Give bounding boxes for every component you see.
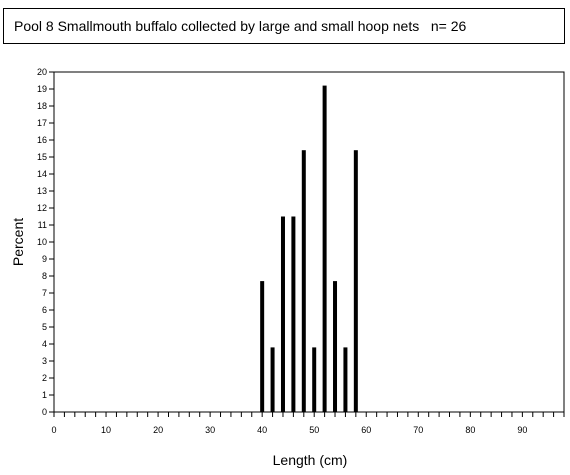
- bars-group: [260, 85, 358, 412]
- y-tick-label: 19: [37, 84, 47, 94]
- y-tick-label: 1: [42, 390, 47, 400]
- x-tick-label: 50: [309, 425, 319, 435]
- y-tick-label: 8: [42, 271, 47, 281]
- y-tick-label: 20: [37, 67, 47, 77]
- bar: [343, 347, 348, 412]
- x-tick-label: 40: [257, 425, 267, 435]
- plot-area: [53, 71, 565, 413]
- y-tick-label: 5: [42, 322, 47, 332]
- chart-title: Pool 8 Smallmouth buffalo collected by l…: [14, 18, 466, 34]
- y-tick-label: 10: [37, 237, 47, 247]
- y-tick-label: 14: [37, 169, 47, 179]
- x-tick-label: 90: [517, 425, 527, 435]
- y-axis-title: Percent: [10, 218, 26, 266]
- x-tick-label: 60: [361, 425, 371, 435]
- y-tick-label: 4: [42, 339, 47, 349]
- y-tick-label: 3: [42, 356, 47, 366]
- x-tick-label: 0: [51, 425, 56, 435]
- y-tick-label: 7: [42, 288, 47, 298]
- x-tick-label: 30: [205, 425, 215, 435]
- x-tick-label: 70: [413, 425, 423, 435]
- x-axis: 0 10 20 30 40 50 60 70 80 90: [51, 412, 565, 435]
- y-tick-label: 16: [37, 135, 47, 145]
- y-tick-label: 12: [37, 203, 47, 213]
- sample-size-label: n= 26: [430, 18, 467, 34]
- y-tick-label: 13: [37, 186, 47, 196]
- bar: [260, 281, 265, 412]
- bar: [322, 85, 327, 412]
- y-tick-label: 6: [42, 305, 47, 315]
- y-tick-label: 11: [38, 220, 47, 230]
- chart-title-box: Pool 8 Smallmouth buffalo collected by l…: [3, 8, 565, 44]
- y-tick-label: 15: [37, 152, 47, 162]
- chart-title-text: Pool 8 Smallmouth buffalo collected by l…: [14, 18, 420, 34]
- y-tick-label: 17: [37, 118, 47, 128]
- x-tick-label: 80: [465, 425, 475, 435]
- bar: [291, 216, 296, 412]
- bar: [270, 347, 275, 412]
- y-tick-label: 18: [37, 101, 47, 111]
- x-axis-title: Length (cm): [273, 452, 348, 468]
- bar: [301, 150, 306, 412]
- x-tick-label: 20: [153, 425, 163, 435]
- bar: [312, 347, 317, 412]
- bar: [333, 281, 338, 412]
- y-tick-label: 2: [42, 373, 47, 383]
- bar: [280, 216, 285, 412]
- bar: [353, 150, 358, 412]
- y-tick-label: 9: [42, 254, 47, 264]
- y-tick-label: 0: [42, 407, 47, 417]
- x-tick-label: 10: [101, 425, 111, 435]
